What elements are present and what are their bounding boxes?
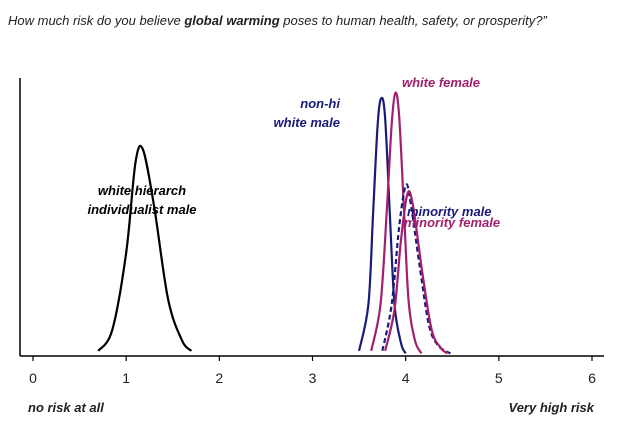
x-tick-label: 4	[402, 370, 410, 386]
series-line-0	[97, 144, 193, 352]
series-label-line: individualist male	[87, 202, 196, 217]
series-label-line: non-hi	[300, 96, 340, 111]
x-tick-label: 3	[309, 370, 317, 386]
x-tick-label: 0	[29, 370, 37, 386]
series-label-line: minority male	[407, 204, 492, 219]
series-label-line: minority female	[404, 215, 500, 230]
series-line-4	[384, 190, 449, 355]
series-label-line: white female	[402, 75, 480, 90]
series-label-line: white male	[274, 115, 340, 130]
question-bold: global warming	[184, 13, 280, 28]
curves	[97, 91, 451, 355]
series-line-2	[370, 91, 423, 354]
series-labels: white hierarch individualist male non-hi wh…	[87, 75, 500, 230]
x-end-label-right: Very high risk	[509, 400, 595, 415]
series-line-1	[358, 96, 407, 354]
x-tick-label: 1	[122, 370, 130, 386]
x-tick-label: 6	[588, 370, 596, 386]
x-tick-label: 5	[495, 370, 503, 386]
question-post: poses to human health, safety, or prospe…	[279, 13, 547, 28]
question-text: How much risk do you believe global warm…	[8, 12, 608, 29]
series-label-4: minority female	[404, 215, 500, 230]
axes: 0 1 2 3 4 5 6 no risk at all Very high risk	[19, 78, 604, 415]
series-label-1: non-hi white male	[274, 96, 341, 130]
series-label-2: white female	[402, 75, 480, 90]
series-label-0: white hierarch individualist male	[87, 183, 196, 217]
series-label-line: white hierarch	[98, 183, 186, 198]
series-label-3: minority male	[407, 204, 492, 219]
x-tick-label: 2	[215, 370, 223, 386]
question-pre: How much risk do you believe	[8, 13, 185, 28]
x-end-label-left: no risk at all	[28, 400, 104, 415]
